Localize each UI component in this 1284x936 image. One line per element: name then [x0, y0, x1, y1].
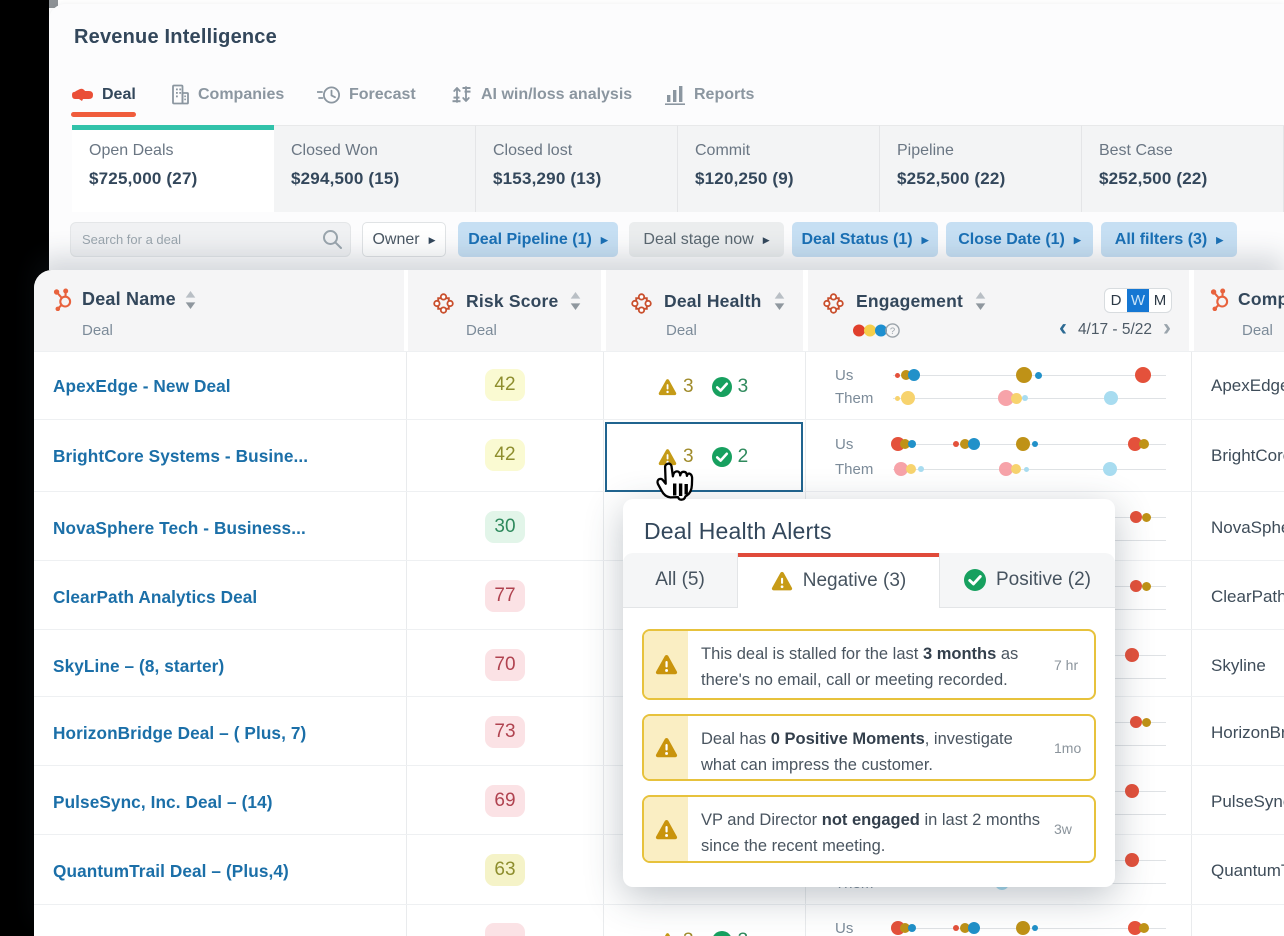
svg-text:?: ? — [890, 326, 895, 337]
